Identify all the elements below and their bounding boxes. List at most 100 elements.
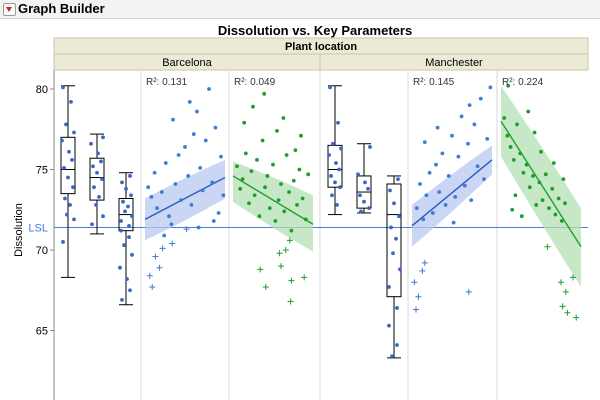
excluded-point-marker	[262, 284, 269, 291]
scatter-point	[506, 83, 511, 88]
scatter-point	[251, 104, 255, 109]
scatter-point	[295, 203, 299, 207]
scatter-point	[526, 109, 531, 114]
scatter-point	[171, 117, 175, 122]
scatter-point	[255, 157, 259, 162]
red-triangle-menu-icon[interactable]	[3, 3, 16, 16]
scatter-point	[515, 122, 519, 127]
scatter-point	[300, 196, 305, 201]
box-data-point	[96, 151, 100, 156]
box-data-point	[67, 149, 71, 154]
scatter-point	[152, 170, 157, 175]
box-data-point	[130, 214, 134, 219]
box-data-point	[390, 354, 394, 359]
panel-label-barcelona: Barcelona	[162, 57, 212, 69]
box-data-point	[126, 204, 130, 209]
box-data-point	[90, 222, 94, 227]
scatter-point	[235, 164, 239, 169]
scatter-point	[287, 190, 291, 194]
y-tick-label: 80	[36, 84, 48, 96]
window-title: Graph Builder	[18, 1, 105, 16]
scatter-point	[559, 219, 564, 223]
box-data-point	[101, 135, 105, 140]
box-data-point	[337, 167, 341, 172]
box-data-point	[329, 174, 333, 178]
excluded-point-marker	[558, 279, 564, 286]
scatter-point	[450, 133, 454, 138]
scatter-point	[531, 174, 535, 178]
scatter-point	[195, 109, 199, 114]
box-data-point	[68, 203, 72, 207]
box-data-point	[338, 185, 342, 190]
panel-header-manchester	[319, 53, 589, 71]
fit-line	[500, 120, 582, 248]
scatter-point	[191, 132, 196, 136]
box-data-point	[128, 174, 132, 178]
scatter-point	[551, 161, 556, 165]
scatter-point	[418, 182, 422, 186]
scatter-point	[427, 170, 432, 175]
scatter-point	[221, 193, 226, 198]
scatter-point	[482, 177, 486, 182]
scatter-point	[187, 99, 192, 104]
scatter-point	[475, 164, 480, 169]
scatter-point	[189, 203, 194, 207]
scatter-point	[207, 87, 211, 91]
excluded-point-marker	[411, 279, 418, 286]
scatter-point	[508, 145, 513, 149]
box-data-point	[394, 236, 398, 241]
excluded-point-marker	[421, 259, 428, 266]
box-data-point	[127, 235, 131, 240]
scatter-point	[284, 153, 289, 157]
box-data-point	[395, 343, 399, 347]
box-data-point	[366, 186, 370, 191]
scatter-point	[443, 203, 448, 207]
scatter-point	[196, 225, 201, 230]
scatter-point	[553, 212, 558, 217]
box-data-point	[339, 146, 343, 151]
box-data-point	[397, 214, 401, 219]
box-data-point	[121, 199, 125, 204]
scatter-point	[179, 198, 183, 202]
fit-line	[232, 175, 314, 225]
scatter-point	[467, 103, 472, 107]
box-data-point	[65, 212, 69, 217]
box-data-point	[101, 214, 105, 219]
box-data-point	[388, 188, 392, 193]
scatter-point	[173, 182, 178, 186]
excluded-point-marker	[544, 243, 551, 250]
scatter-point	[511, 157, 516, 162]
box-iqr	[60, 136, 76, 195]
box-data-point	[129, 193, 133, 198]
group-header-label[interactable]: Plant location	[285, 41, 357, 53]
scatter-point	[510, 207, 515, 212]
scatter-point	[466, 141, 470, 146]
scatter-point	[167, 214, 171, 219]
scatter-point	[252, 193, 257, 198]
scatter-point	[183, 145, 187, 149]
scatter-point	[469, 198, 474, 202]
scatter-point	[532, 130, 537, 135]
box-data-point	[335, 203, 339, 207]
fit-line	[144, 176, 226, 221]
chart-title: Dissolution vs. Key Parameters	[218, 23, 412, 38]
box-data-point	[118, 265, 122, 270]
box-data-point	[127, 223, 131, 228]
scatter-point	[247, 201, 251, 206]
scatter-point	[260, 138, 265, 143]
box-data-point	[72, 130, 76, 135]
scatter-point	[524, 162, 529, 167]
scatter-point	[282, 209, 287, 214]
box-data-point	[89, 141, 93, 146]
scatter-point	[414, 206, 419, 211]
box-data-point	[128, 288, 132, 293]
excluded-point-marker	[465, 288, 472, 295]
box-data-point	[362, 199, 366, 204]
scatter-point	[297, 167, 302, 172]
scatter-point	[155, 206, 159, 211]
scatter-point	[243, 151, 248, 156]
scatter-point	[186, 174, 191, 178]
scatter-point	[216, 211, 221, 215]
excluded-point-marker	[415, 293, 422, 300]
